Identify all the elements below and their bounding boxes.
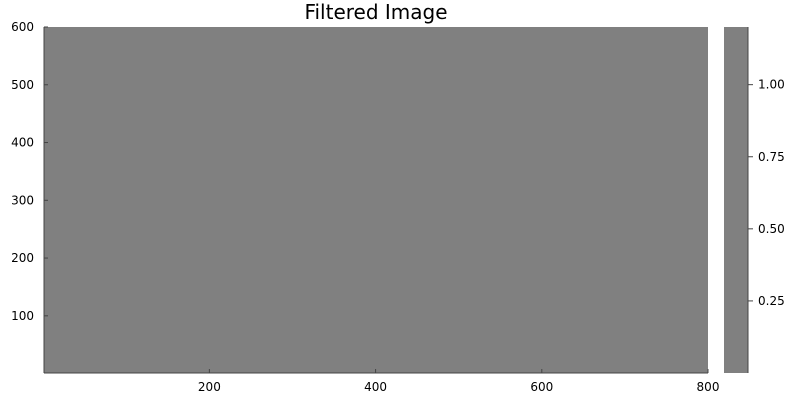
heatmap-image xyxy=(44,27,708,373)
y-tick-label: 300 xyxy=(11,193,34,207)
y-tick-label: 200 xyxy=(11,251,34,265)
x-tick-label: 800 xyxy=(697,380,720,394)
x-tick-label: 200 xyxy=(198,380,221,394)
y-tick-label: 600 xyxy=(11,20,34,34)
y-tick-label: 400 xyxy=(11,136,34,150)
plot-area: 200 400 600 800 100 200 300 400 500 600 xyxy=(11,20,719,394)
colorbar-tick-label: 0.25 xyxy=(758,294,785,308)
x-tick-label: 600 xyxy=(530,380,553,394)
colorbar: 0.25 0.50 0.75 1.00 xyxy=(724,27,785,373)
chart-title: Filtered Image xyxy=(304,0,447,24)
colorbar-tick-label: 0.75 xyxy=(758,150,785,164)
y-tick-label: 500 xyxy=(11,78,34,92)
colorbar-fill xyxy=(724,27,748,373)
y-tick-label: 100 xyxy=(11,309,34,323)
colorbar-tick-label: 0.50 xyxy=(758,222,785,236)
colorbar-tick-label: 1.00 xyxy=(758,78,785,92)
x-tick-label: 400 xyxy=(364,380,387,394)
